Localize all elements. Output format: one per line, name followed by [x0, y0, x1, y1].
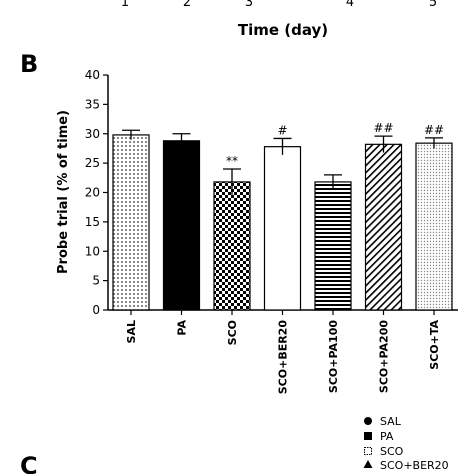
panel-b-letter: B [20, 50, 38, 78]
panel-a-tick-label: 2 [183, 0, 191, 10]
panel-c-letter: C [20, 452, 38, 474]
open-square-icon [364, 447, 372, 455]
y-tick-label: 40 [85, 68, 100, 82]
panel-b-bars [112, 129, 453, 311]
x-tick-label: SCO+PA200 [378, 320, 391, 393]
panel-c-legend: SAL PA SCO SCO+BER20 [363, 415, 449, 472]
bar [364, 143, 403, 311]
bar [415, 142, 453, 311]
bar [162, 140, 201, 311]
legend-item-sco-ber20: SCO+BER20 [363, 459, 449, 472]
significance-label: ## [373, 121, 393, 135]
legend-item-sco: SCO [364, 445, 404, 458]
bar [112, 134, 150, 311]
y-tick-label: 5 [92, 274, 100, 288]
x-tick-label: SAL [125, 320, 138, 343]
panel-a-tick-label: 4 [346, 0, 354, 10]
y-tick-label: 10 [85, 244, 100, 258]
panel-a-tick-label: 3 [245, 0, 253, 10]
x-tick-label: SCO+PA100 [327, 320, 340, 393]
y-tick-label: 0 [92, 303, 100, 317]
legend-label: SAL [380, 415, 402, 428]
panel-a-x-axis-label: Time (day) [238, 21, 328, 39]
panel-a-tick-label: 1 [121, 0, 129, 10]
y-axis-label: Probe trial (% of time) [56, 110, 71, 274]
significance-label: # [277, 123, 287, 137]
panel-b-labels: SAL PA SCO ** SCO+BER20 # SCO+PA100 SCO+PA200 ##… [125, 121, 444, 394]
bar [263, 146, 302, 311]
legend-item-pa: PA [364, 430, 394, 443]
y-tick-label: 25 [85, 156, 100, 170]
x-tick-label: SCO+TA [428, 320, 441, 370]
legend-item-sal: SAL [364, 415, 402, 428]
panel-a-tick-label: 5 [429, 0, 437, 10]
y-tick-label: 30 [85, 127, 100, 141]
filled-square-icon [364, 432, 372, 440]
bar [213, 181, 251, 311]
bar [314, 181, 352, 311]
significance-label: ## [424, 123, 444, 137]
panel-a-fragment: 1 2 3 4 5 Time (day) [121, 0, 437, 39]
x-tick-label: PA [176, 320, 189, 336]
y-tick-label: 15 [85, 215, 100, 229]
y-tick-label: 35 [85, 97, 100, 111]
legend-label: SCO+BER20 [380, 459, 449, 472]
legend-label: SCO [380, 445, 404, 458]
significance-label: ** [226, 154, 238, 168]
y-tick-label: 20 [85, 186, 100, 200]
x-tick-label: SCO [226, 320, 239, 345]
filled-circle-icon [364, 417, 372, 425]
filled-triangle-icon [363, 460, 373, 468]
x-tick-label: SCO+BER20 [277, 320, 290, 395]
legend-label: PA [380, 430, 394, 443]
